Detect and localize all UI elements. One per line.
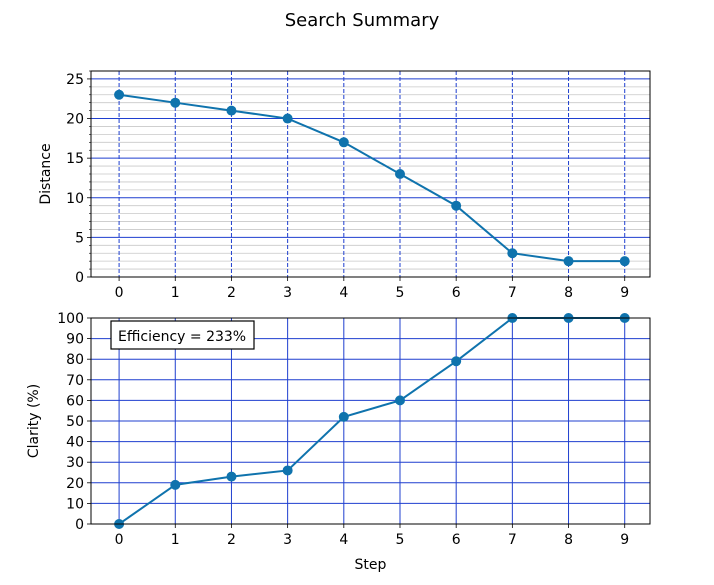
clarity-x-tick-label: 2	[227, 532, 236, 548]
distance-series-line	[118, 93, 625, 263]
distance-x-tick-label: 1	[171, 285, 180, 301]
distance-y-tick-label: 15	[66, 151, 84, 167]
distance-data-point	[114, 89, 125, 100]
distance-x-tick-label: 4	[339, 285, 348, 301]
clarity-panel: 0 10 20 30 40 50 60 70 80 90 100 0 1 2 3 4 5 6 7 8 9 Clarity …	[26, 311, 651, 573]
distance-panel: 0 5 10 15 20 25 0 1 2 3 4 5 6 7 8 9 Distance	[38, 70, 651, 301]
clarity-data-point	[451, 356, 462, 367]
clarity-x-tick-label: 3	[283, 532, 292, 548]
clarity-y-tick-label: 10	[66, 496, 84, 512]
clarity-x-tick-label: 4	[339, 532, 348, 548]
clarity-data-point	[226, 471, 237, 482]
clarity-y-tick-label: 70	[66, 373, 84, 389]
distance-data-point	[338, 137, 349, 148]
distance-x-tick-label: 6	[452, 285, 461, 301]
distance-data-point	[451, 200, 462, 211]
clarity-x-axis-label: Step	[355, 557, 387, 573]
distance-x-tick-label: 7	[508, 285, 517, 301]
distance-data-point	[563, 256, 574, 267]
clarity-axes-frame	[90, 317, 651, 525]
distance-data-point	[282, 113, 293, 124]
clarity-x-tick-label: 9	[620, 532, 629, 548]
distance-x-tick-label: 5	[396, 285, 405, 301]
clarity-x-tick-label: 1	[171, 532, 180, 548]
distance-x-tick-label: 8	[564, 285, 573, 301]
distance-y-tick-label: 0	[75, 270, 84, 286]
clarity-data-point	[394, 395, 405, 406]
distance-x-tick-label: 0	[115, 285, 124, 301]
distance-x-tick-label: 3	[283, 285, 292, 301]
clarity-data-point	[282, 465, 293, 476]
clarity-y-tick-label: 60	[66, 393, 84, 409]
clarity-x-tick-label: 0	[115, 532, 124, 548]
clarity-annotation-box	[110, 320, 255, 350]
clarity-data-point	[338, 411, 349, 422]
clarity-y-tick-label: 40	[66, 435, 84, 451]
distance-y-tick-label: 25	[66, 72, 84, 88]
clarity-y-axis-label: Clarity (%)	[26, 384, 42, 458]
distance-axes-frame	[90, 70, 651, 278]
clarity-y-tick-label: 80	[66, 352, 84, 368]
clarity-x-tick-label: 7	[508, 532, 517, 548]
clarity-x-tick-label: 8	[564, 532, 573, 548]
distance-data-point	[507, 248, 518, 259]
clarity-y-tick-label: 50	[66, 414, 84, 430]
clarity-y-tick-label: 30	[66, 455, 84, 471]
clarity-annotation-text: Efficiency = 233%	[118, 329, 246, 345]
clarity-y-tick-label: 100	[57, 311, 84, 327]
distance-y-tick-label: 20	[66, 112, 84, 128]
distance-data-point	[619, 256, 630, 267]
clarity-y-tick-label: 20	[66, 476, 84, 492]
distance-x-tick-label: 9	[620, 285, 629, 301]
distance-y-tick-label: 5	[75, 230, 84, 246]
distance-data-point	[170, 97, 181, 108]
figure-title: Search Summary	[285, 10, 440, 31]
clarity-data-point	[170, 479, 181, 490]
clarity-y-tick-label: 0	[75, 517, 84, 533]
distance-x-tick-label: 2	[227, 285, 236, 301]
clarity-x-tick-label: 5	[396, 532, 405, 548]
clarity-x-tick-label: 6	[452, 532, 461, 548]
clarity-y-tick-label: 90	[66, 332, 84, 348]
distance-y-tick-label: 10	[66, 191, 84, 207]
distance-y-axis-label: Distance	[38, 143, 54, 204]
distance-data-point	[226, 105, 237, 116]
distance-data-point	[394, 169, 405, 179]
